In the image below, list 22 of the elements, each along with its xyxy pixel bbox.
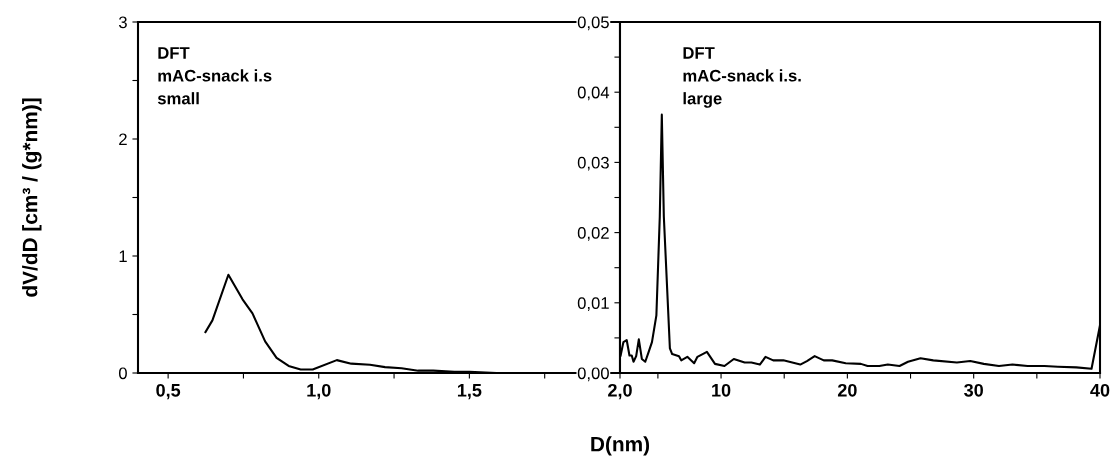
y-tick-label: 3 xyxy=(118,16,127,29)
y-tick-label: 0,05 xyxy=(577,16,609,31)
y-tick-label: 0,02 xyxy=(577,227,609,241)
y-tick-label: 0 xyxy=(118,367,127,380)
y-tick-label: 1 xyxy=(119,250,127,263)
y-tick-label: 2 xyxy=(119,133,127,146)
y-tick-label: 0,00 xyxy=(577,367,609,382)
x-tick-label: 1,5 xyxy=(457,384,482,400)
annotation: DFT mAC-snack i.s. large xyxy=(683,47,801,108)
x-tick-label: 40 xyxy=(1090,383,1110,397)
x-tick-label: 20 xyxy=(837,383,857,397)
x-tick-label: 2,0 xyxy=(608,383,632,400)
x-tick-label: 30 xyxy=(964,383,983,397)
y-tick-label: 0,03 xyxy=(577,156,609,171)
x-axis-title: D(nm) xyxy=(591,436,650,456)
annotation: DFT mAC-snack i.s small xyxy=(157,47,272,105)
y-axis-title: dV/dD [cm³ / (g*nm)] xyxy=(22,98,42,297)
y-tick-label: 0,01 xyxy=(577,297,609,311)
y-tick-label: 0,04 xyxy=(577,86,610,101)
x-tick-label: 0,5 xyxy=(156,383,181,400)
x-tick-label: 10 xyxy=(712,383,731,397)
x-tick-label: 1,0 xyxy=(307,383,331,400)
